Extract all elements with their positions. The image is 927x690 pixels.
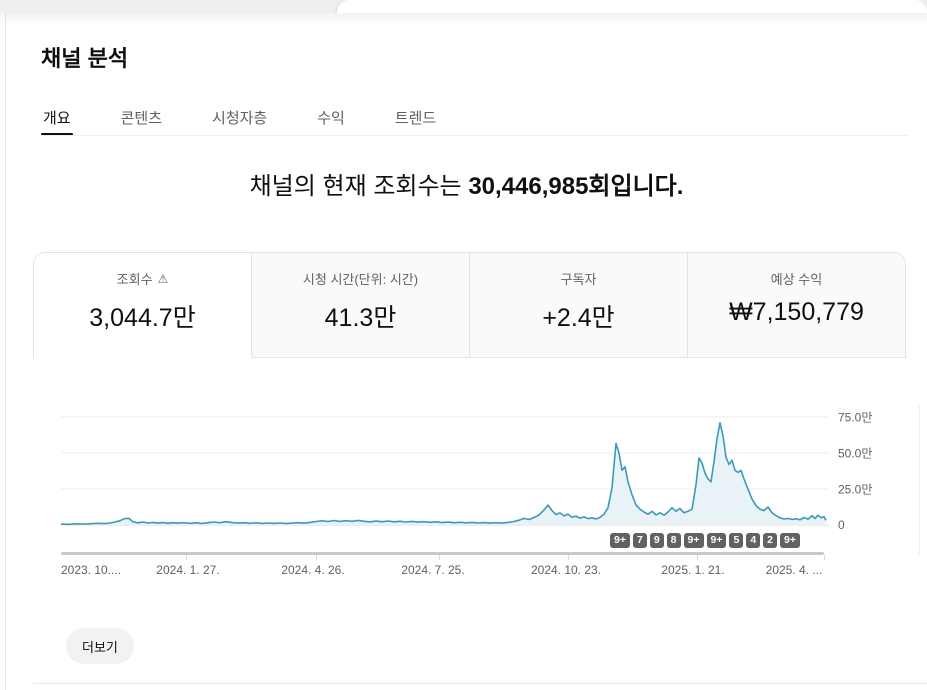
metric-value: 41.3만 — [324, 304, 397, 332]
x-axis-bar — [61, 552, 824, 555]
tab-audience[interactable]: 시청자층 — [210, 98, 269, 136]
page-title: 채널 분석 — [41, 46, 129, 71]
bottom-divider — [33, 683, 927, 684]
headline-views-count: 30,446,985회입니다. — [468, 173, 684, 200]
tab-label: 시청자층 — [212, 109, 268, 127]
tab-label: 수익 — [317, 109, 345, 127]
x-axis-tickmark — [186, 555, 187, 560]
video-count-badge[interactable]: 9+ — [610, 533, 630, 548]
video-count-badge[interactable]: 4 — [746, 533, 761, 548]
y-axis-label: 75.0만 — [838, 410, 873, 425]
headline-prefix: 채널의 현재 조회수는 — [249, 173, 469, 200]
more-button[interactable]: 더보기 — [66, 628, 134, 664]
metric-card-subscribers[interactable]: 구독자 +2.4만 — [470, 253, 688, 358]
x-axis-label: 2024. 4. 26. — [281, 563, 345, 577]
video-count-badge[interactable]: 9+ — [780, 533, 800, 548]
tab-label: 개요 — [43, 109, 71, 127]
chart-area-fill — [61, 422, 826, 525]
x-axis-tickmark — [568, 555, 569, 560]
metric-value: +2.4만 — [542, 304, 615, 332]
tab-label: 트렌드 — [394, 109, 437, 127]
x-axis-label: 2024. 1. 27. — [156, 563, 220, 577]
tab-revenue[interactable]: 수익 — [315, 98, 347, 136]
video-count-badge[interactable]: 5 — [729, 533, 744, 548]
views-chart[interactable]: 75.0만 50.0만 25.0만 0 9+ 7 9 8 9+ 9+ 5 4 2 9+ 2023. 10… — [6, 395, 927, 595]
video-count-badge[interactable]: 9 — [649, 533, 664, 548]
metric-cards-row: 조회수 ⚠ 3,044.7만 시청 시간(단위: 시간) 41.3만 구독자 +2.4만 예상… — [33, 252, 906, 358]
tab-bar-divider — [41, 135, 909, 136]
metric-label: 예상 수익 — [771, 269, 822, 288]
top-bar-card-edge — [337, 0, 927, 13]
y-axis-label: 50.0만 — [838, 446, 873, 461]
x-axis-label: 2024. 7. 25. — [401, 563, 465, 577]
video-count-badge[interactable]: 7 — [632, 533, 647, 548]
metric-card-revenue[interactable]: 예상 수익 ₩7,150,779 — [688, 253, 905, 358]
views-area-chart[interactable] — [6, 395, 927, 560]
x-axis-label: 2025. 1. 21. — [661, 563, 725, 577]
tab-content[interactable]: 콘텐츠 — [119, 98, 164, 136]
x-axis-tickmark — [439, 555, 440, 560]
video-badges-row: 9+ 7 9 8 9+ 9+ 5 4 2 9+ — [610, 533, 800, 548]
tab-trend[interactable]: 트렌드 — [393, 98, 438, 136]
video-count-badge[interactable]: 9+ — [706, 533, 727, 548]
metric-label-text: 조회수 — [116, 272, 153, 287]
metric-label-text: 시청 시간(단위: 시간) — [302, 272, 419, 287]
x-axis-label: 2024. 10. 23. — [530, 563, 602, 577]
x-axis-tickmark — [824, 555, 825, 560]
analytics-panel: 채널 분석 개요 콘텐츠 시청자층 수익 트렌드 채널의 현재 조회수는 30,446,… — [5, 13, 927, 690]
warning-icon[interactable]: ⚠ — [157, 271, 169, 286]
chart-right-edge — [919, 405, 920, 555]
tab-bar: 개요 콘텐츠 시청자층 수익 트렌드 — [41, 98, 438, 136]
x-axis-label: 2023. 10.... — [61, 563, 122, 577]
metric-card-watch-time[interactable]: 시청 시간(단위: 시간) 41.3만 — [252, 253, 470, 358]
video-count-badge[interactable]: 8 — [666, 533, 681, 548]
video-count-badge[interactable]: 9+ — [683, 533, 704, 548]
metric-card-views[interactable]: 조회수 ⚠ 3,044.7만 — [34, 253, 252, 358]
y-axis-label: 25.0만 — [838, 482, 873, 497]
chart-line — [60, 422, 827, 526]
x-axis-tickmark — [316, 555, 317, 560]
metric-label: 구독자 — [561, 269, 597, 288]
video-count-badge[interactable]: 2 — [763, 533, 778, 548]
metric-value: 3,044.7만 — [89, 304, 196, 332]
tab-overview[interactable]: 개요 — [41, 98, 73, 136]
views-headline: 채널의 현재 조회수는 30,446,985회입니다. — [6, 170, 927, 204]
metric-label-text: 구독자 — [560, 272, 597, 287]
metric-value: ₩7,150,779 — [729, 298, 864, 326]
metric-label: 시청 시간(단위: 시간) — [303, 269, 418, 288]
metric-label: 조회수 ⚠ — [117, 269, 169, 288]
y-axis-label: 0 — [838, 518, 845, 532]
metric-label-text: 예상 수익 — [770, 272, 823, 287]
x-axis-tickmark — [697, 555, 698, 560]
tab-label: 콘텐츠 — [120, 109, 163, 127]
x-axis-label: 2025. 4. ... — [765, 563, 823, 577]
